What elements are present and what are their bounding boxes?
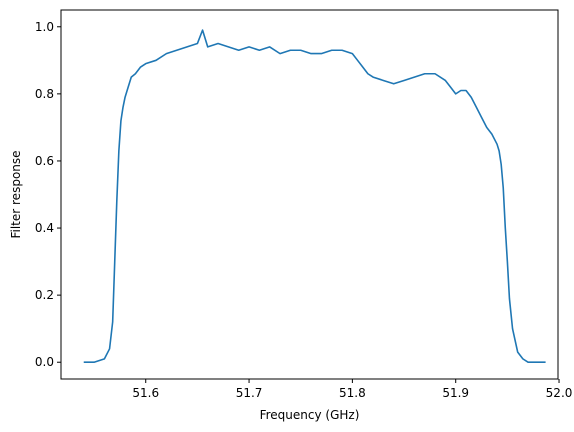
plot-area — [83, 29, 546, 364]
y-tick-label: 0.4 — [35, 221, 54, 235]
x-tick-label: 52.0 — [546, 386, 573, 400]
y-tick-label: 0.8 — [35, 87, 54, 101]
y-tick-label: 0.0 — [35, 355, 54, 369]
x-tick-label: 51.7 — [236, 386, 263, 400]
y-tick-label: 0.6 — [35, 154, 54, 168]
x-axis-label: Frequency (GHz) — [260, 408, 360, 422]
x-tick-label: 51.8 — [339, 386, 366, 400]
x-tick-label: 51.9 — [442, 386, 469, 400]
series-line-0 — [83, 29, 546, 364]
x-tick-label: 51.6 — [132, 386, 159, 400]
axes-frame — [60, 9, 559, 380]
y-tick-label: 0.2 — [35, 288, 54, 302]
y-axis-label: Filter response — [9, 150, 23, 238]
x-axis-ticks: 51.6 51.7 51.8 51.9 52.0 — [132, 379, 572, 400]
y-tick-label: 1.0 — [35, 20, 54, 34]
y-axis-ticks: 0.0 0.2 0.4 0.6 0.8 1.0 — [35, 20, 61, 369]
